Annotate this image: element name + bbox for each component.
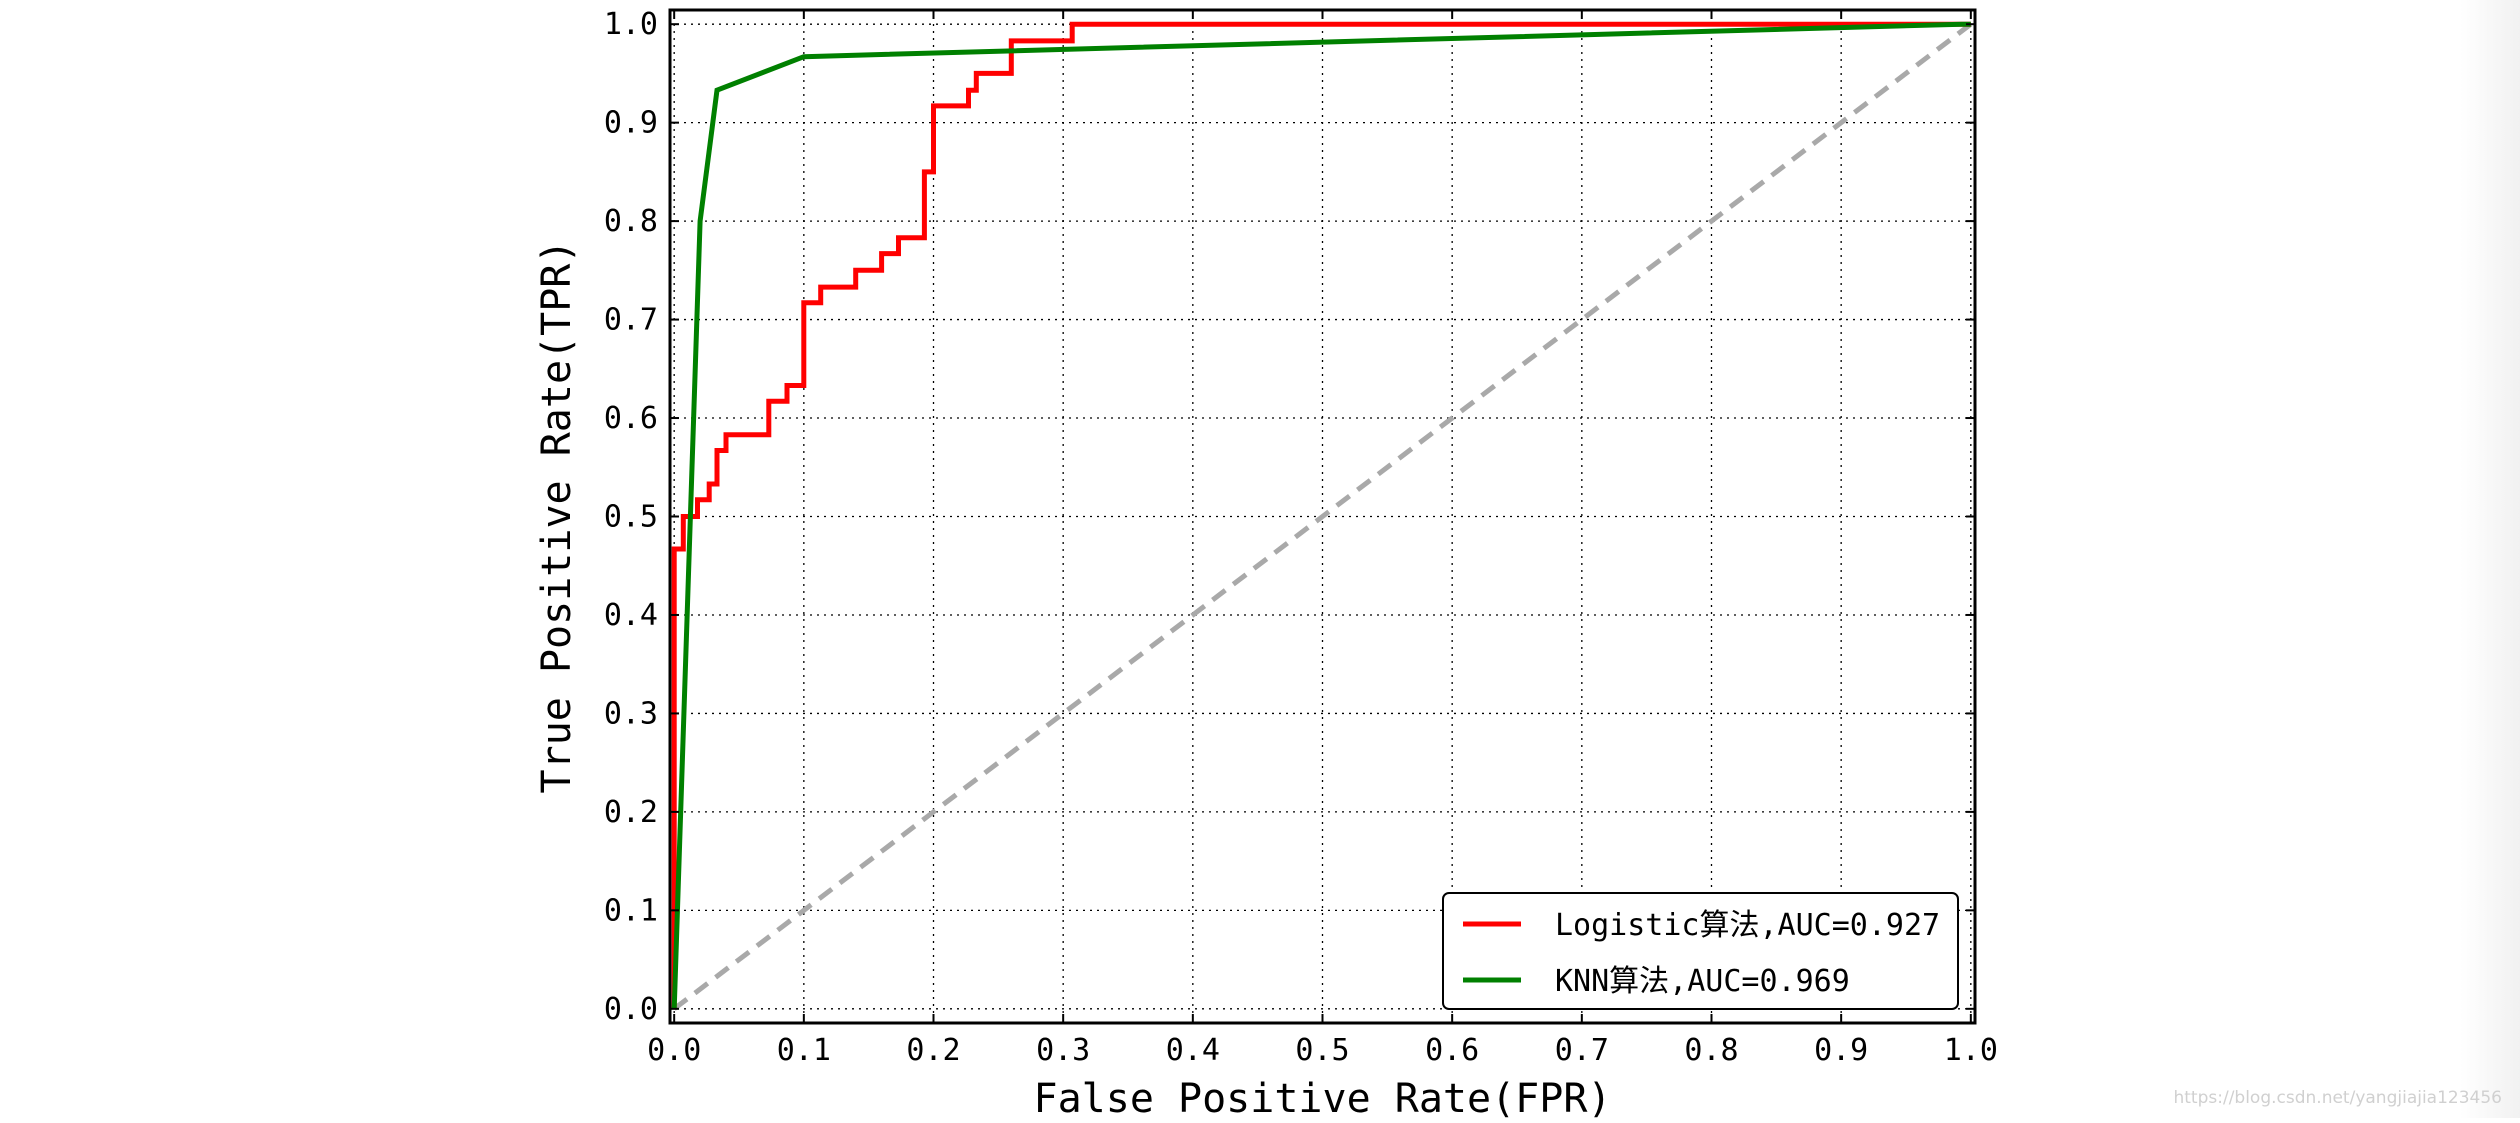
- y-tick-label: 0.7: [604, 303, 658, 338]
- page-edge-shade: [2460, 0, 2520, 1118]
- x-tick-label: 0.3: [1036, 1033, 1090, 1068]
- y-tick-label: 0.5: [604, 500, 658, 535]
- legend-box: [1442, 892, 1959, 1010]
- x-tick-label: 0.9: [1814, 1033, 1868, 1068]
- y-tick-label: 1.0: [604, 7, 658, 42]
- x-tick-label: 0.5: [1295, 1033, 1349, 1068]
- y-tick-label: 0.6: [604, 401, 658, 436]
- knn-roc-line: [671, 21, 1971, 1009]
- y-tick-label: 0.3: [604, 696, 658, 731]
- y-tick-label: 0.4: [604, 598, 658, 633]
- legend: Logistic算法,AUC=0.927 KNN算法,AUC=0.969: [1442, 892, 1959, 1010]
- x-tick-label: 0.7: [1555, 1033, 1609, 1068]
- legend-label: KNN算法,AUC=0.969: [1555, 964, 1850, 999]
- legend-label: Logistic算法,AUC=0.927: [1555, 908, 1940, 943]
- y-tick-label: 0.8: [604, 204, 658, 239]
- diagonal-reference-line: [672, 22, 1973, 1011]
- logistic-roc-line: [671, 21, 1971, 1009]
- x-tick-label: 0.0: [647, 1033, 701, 1068]
- x-tick-label: 0.6: [1425, 1033, 1479, 1068]
- x-tick-label: 0.8: [1684, 1033, 1738, 1068]
- y-tick-label: 0.1: [604, 893, 658, 928]
- y-tick-label: 0.2: [604, 795, 658, 830]
- watermark-text: https://blog.csdn.net/yangjiajia123456: [2173, 1088, 2502, 1108]
- y-axis-label: True Positive Rate(TPR): [534, 240, 580, 794]
- y-tick-label: 0.0: [604, 992, 658, 1027]
- x-axis-label: False Positive Rate(FPR): [1034, 1076, 1612, 1118]
- x-tick-label: 0.1: [777, 1033, 831, 1068]
- x-tick-label: 0.4: [1166, 1033, 1220, 1068]
- y-tick-label: 0.9: [604, 106, 658, 141]
- x-tick-label: 1.0: [1944, 1033, 1998, 1068]
- x-tick-label: 0.2: [906, 1033, 960, 1068]
